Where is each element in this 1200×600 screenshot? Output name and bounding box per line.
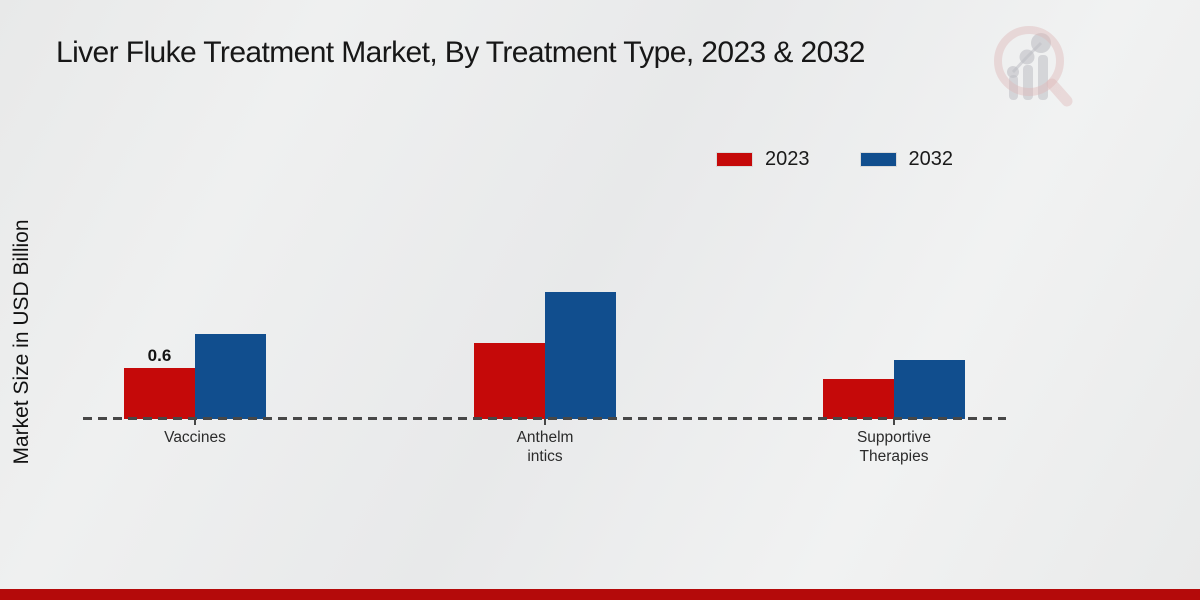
legend-item-2023: 2023: [716, 148, 810, 171]
legend: 2023 2032: [716, 148, 953, 171]
bar-2032-vaccines: [195, 334, 266, 419]
x-axis-tick-vaccines: [194, 419, 196, 425]
x-axis-tick-supportive-therapies: [893, 419, 895, 425]
legend-label-2032: 2032: [908, 148, 954, 170]
bar-2023-vaccines: [124, 368, 195, 419]
bar-value-label: 0.6: [147, 346, 172, 365]
legend-item-2032: 2032: [859, 148, 954, 171]
x-tick-label-anthelmintics: Anthelm intics: [516, 429, 574, 465]
bar-2032-anthelmintics: [545, 291, 616, 419]
x-axis-baseline: [83, 417, 1006, 420]
bar-2032-supportive-therapies: [894, 359, 965, 419]
chart-title: Liver Fluke Treatment Market, By Treatme…: [56, 36, 865, 69]
footer-accent-bar: [0, 589, 1200, 600]
legend-swatch-2023: [716, 152, 753, 167]
legend-swatch-2032: [859, 152, 897, 167]
x-axis-tick-anthelmintics: [544, 419, 546, 425]
bar-2023-supportive-therapies: [823, 379, 894, 419]
bar-2023-anthelmintics: [474, 342, 545, 419]
x-tick-label-supportive-therapies: Supportive Therapies: [856, 429, 932, 465]
legend-label-2023: 2023: [765, 148, 810, 170]
watermark-logo-icon: [994, 26, 1073, 107]
x-tick-label-vaccines: Vaccines: [164, 429, 226, 446]
